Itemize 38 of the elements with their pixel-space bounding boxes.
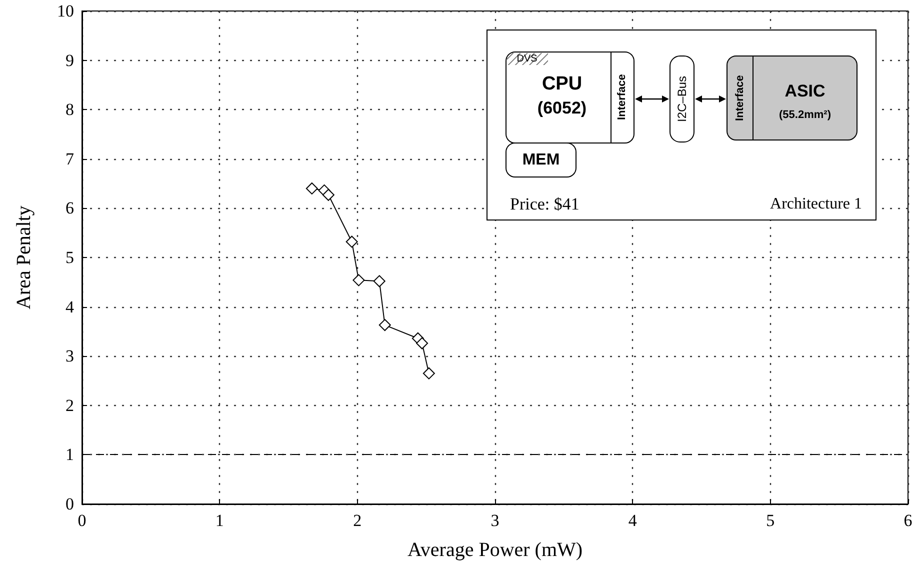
annotation: Price: $41 [510,194,580,214]
point [378,319,391,332]
y-axis-title: Area Penalty [13,206,35,310]
annotation: CPU [542,74,582,94]
point [422,367,435,380]
y-tick-label: 0 [66,494,74,514]
point [416,337,428,350]
point [306,182,318,194]
annotation: Interface [616,74,628,120]
point [352,274,365,286]
point [373,275,386,288]
x-tick-label: 2 [353,511,362,530]
annotation: MEM [522,152,560,168]
y-tick-label: 3 [66,346,74,366]
annotation: Interface [734,75,746,121]
x-tick-label: 1 [215,511,224,530]
x-tick-label: 6 [904,511,912,530]
x-tick-label: 5 [766,511,775,530]
annotation: ASIC [784,82,826,100]
x-axis-title: Average Power (mW) [407,539,583,561]
y-tick-label: 5 [66,248,74,267]
y-tick-label: 6 [66,198,74,218]
x-tick-label: 4 [628,511,638,530]
y-tick-label: 1 [66,445,74,464]
y-tick-label: 8 [66,100,74,120]
annotation: (6052) [537,98,587,118]
y-tick-label: 4 [66,297,74,316]
x-tick-label: 3 [490,511,500,530]
y-tick-label: 10 [57,2,74,20]
y-tick-label: 7 [66,149,74,168]
annotation: Architecture 1 [770,196,862,212]
y-tick-label: 2 [66,396,74,415]
y-tick-label: 9 [66,50,74,70]
annotation: I2C–Bus [675,76,689,122]
annotation: (55.2mm²) [779,109,832,121]
point [322,188,334,201]
x-tick-label: 0 [78,511,86,530]
point [346,236,358,248]
